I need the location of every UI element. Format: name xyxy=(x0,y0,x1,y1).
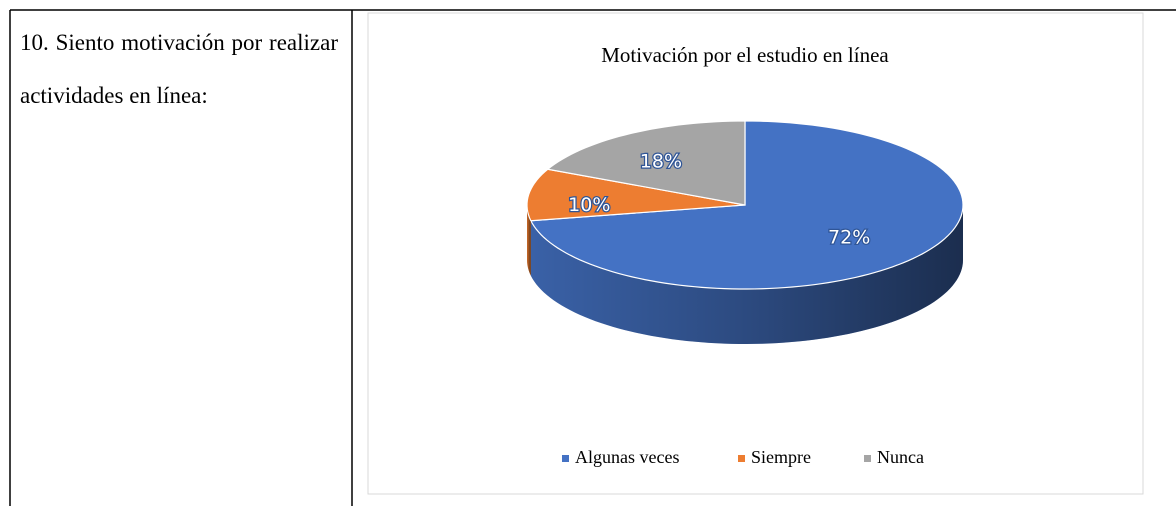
legend-label: Siempre xyxy=(751,447,811,467)
data-label: 10% xyxy=(568,194,610,216)
question-text: 10. Siento motivación por realizar activ… xyxy=(20,30,338,108)
slice-top xyxy=(529,120,964,290)
slice-top xyxy=(526,168,746,222)
pie-slice xyxy=(529,120,964,344)
legend-swatch xyxy=(864,455,871,462)
data-label: 72% xyxy=(828,227,870,249)
pie-slice xyxy=(526,168,746,276)
legend-swatch xyxy=(738,455,745,462)
slice-top xyxy=(546,120,746,206)
slice-side-shade xyxy=(530,205,963,344)
data-label: 18% xyxy=(640,150,682,172)
slice-side-shade xyxy=(527,205,531,276)
chart-title: Motivación por el estudio en línea xyxy=(601,43,889,67)
legend-label: Nunca xyxy=(877,447,924,467)
legend-swatch xyxy=(562,455,569,462)
pie-slice xyxy=(546,120,746,206)
legend-label: Algunas veces xyxy=(575,447,679,467)
